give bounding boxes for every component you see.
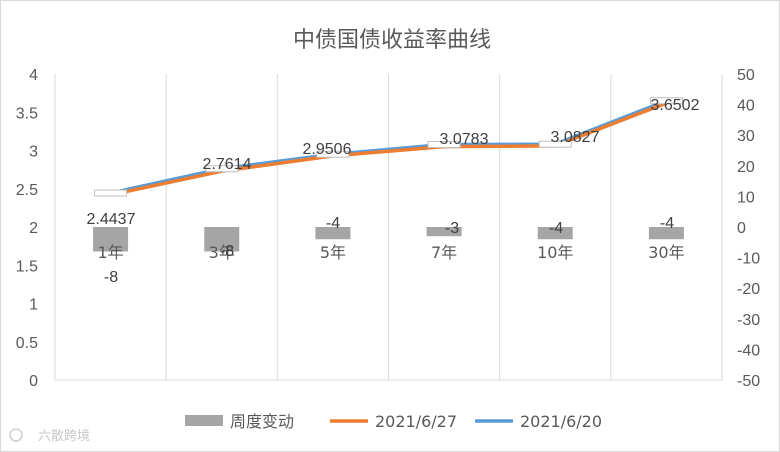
y-left-tick-label: 0.5: [16, 335, 38, 352]
bar-data-label: -8: [104, 269, 118, 286]
label-layer: 1年 3年 5年 7年 10年 30年 2.4437 2.7614 2.9506 3.0783 3.…: [87, 97, 700, 286]
y-left-tick-label: 2: [29, 220, 38, 237]
line-point-marker: [538, 140, 572, 148]
y-right-tick-label: 0: [737, 220, 746, 237]
watermark: 六散跨境: [9, 428, 90, 444]
legend-label: 2021/6/20: [520, 412, 602, 431]
weekly-change-bar: [537, 227, 573, 240]
y-right-tick-label: 20: [737, 159, 755, 176]
watermark-logo-icon: [9, 428, 23, 442]
y-left-tick-label: 3.5: [16, 105, 38, 122]
y-right-tick-label: -20: [737, 281, 760, 298]
weekly-change-bar: [315, 227, 351, 240]
yield-line-2021-6-27: [110, 101, 668, 197]
weekly-change-bar: [204, 227, 240, 252]
category-label: 1年: [97, 243, 123, 262]
axis-layer: 0 0.5 1 1.5 2 2.5 3 3.5 4 -50 -40 -30 -20 -10 0 10 20 30 4…: [16, 67, 760, 390]
category-label: 10年: [537, 243, 573, 262]
y-left-tick-label: 4: [29, 67, 38, 84]
y-left-tick-label: 3: [29, 144, 38, 161]
chart-title: 中债国债收益率曲线: [293, 28, 491, 53]
y-left-tick-label: 1.5: [16, 258, 38, 275]
grid-layer: [54, 74, 723, 381]
y-left-tick-label: 1: [29, 297, 38, 314]
bar-layer: [93, 227, 684, 252]
bar-data-label: -4: [549, 220, 563, 237]
category-label: 3年: [209, 243, 235, 262]
legend-label: 周度变动: [230, 412, 294, 431]
weekly-change-bar: [93, 227, 129, 252]
category-label: 5年: [320, 243, 346, 262]
line-data-label: 2.9506: [303, 141, 352, 158]
y-right-tick-label: 50: [737, 67, 755, 84]
line-point-marker: [205, 165, 239, 173]
category-label: 30年: [648, 243, 684, 262]
line-point-marker: [94, 189, 128, 197]
bar-data-label: -3: [445, 220, 459, 237]
legend-label: 2021/6/27: [375, 412, 457, 431]
weekly-change-bar: [426, 227, 462, 237]
y-right-tick-label: -10: [737, 251, 760, 268]
bar-data-label: -4: [660, 215, 674, 232]
line-data-label: 3.0783: [440, 131, 489, 148]
category-label: 7年: [431, 243, 457, 262]
line-point-marker: [316, 150, 350, 158]
line-data-label: 3.6502: [651, 97, 700, 114]
legend-swatch-bar: [185, 415, 223, 426]
line-data-label: 2.7614: [203, 156, 252, 173]
bar-data-label: -4: [326, 215, 340, 232]
line-point-marker: [649, 97, 683, 105]
weekly-change-bar: [648, 227, 684, 240]
watermark-text: 六散跨境: [38, 429, 90, 444]
line-data-label: 2.4437: [87, 211, 136, 228]
y-right-tick-label: -40: [737, 342, 760, 359]
y-right-tick-label: -50: [737, 373, 760, 390]
line-point-marker: [427, 141, 461, 149]
y-left-tick-label: 2.5: [16, 182, 38, 199]
line-layer: [94, 97, 683, 197]
legend: 周度变动 2021/6/27 2021/6/20: [185, 412, 602, 431]
y-right-tick-label: 40: [737, 98, 755, 115]
y-right-tick-label: -30: [737, 312, 760, 329]
line-data-label: 3.0827: [551, 129, 600, 146]
y-right-tick-label: 30: [737, 128, 755, 145]
y-right-tick-label: 10: [737, 189, 755, 206]
bar-data-label: -8: [220, 243, 234, 260]
y-left-tick-label: 0: [29, 373, 38, 390]
